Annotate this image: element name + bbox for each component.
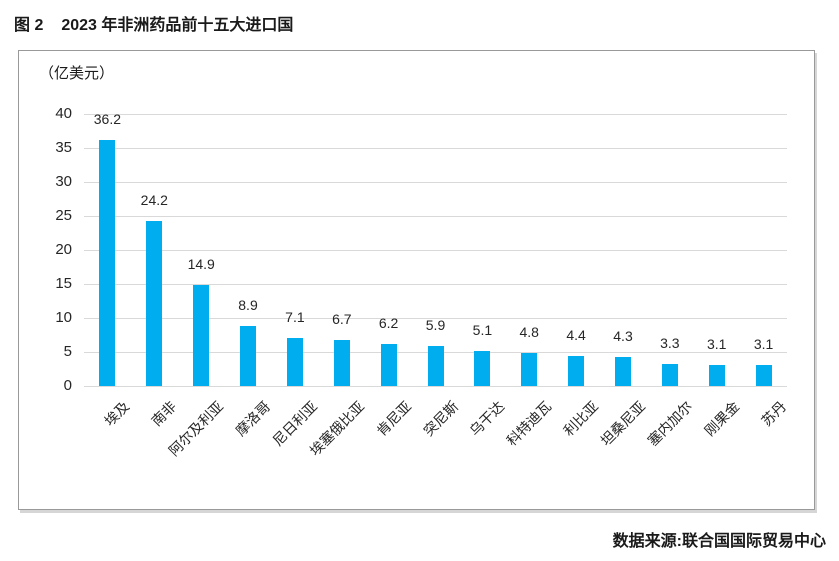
gridline — [84, 250, 787, 251]
bar — [474, 351, 491, 386]
bar-value-label: 8.9 — [238, 296, 258, 313]
figure-label: 图 2 — [14, 17, 44, 34]
bar — [240, 325, 256, 386]
bar — [146, 221, 163, 386]
bar — [427, 345, 444, 386]
bar — [333, 340, 350, 386]
bar — [521, 353, 538, 386]
category-label: 塞内加尔 — [644, 398, 696, 449]
bar — [99, 139, 116, 386]
bar — [286, 337, 303, 386]
gridline — [84, 386, 787, 387]
category-label: 摩洛哥 — [232, 398, 274, 440]
bar — [568, 356, 585, 386]
bar-value-label: 4.8 — [519, 324, 539, 341]
plot-area: 0 5 10 15 20 25 30 35 40 36.2 埃及 24.2 南非 14.9 阿尔及利亚 8.9… — [55, 105, 789, 459]
bar-value-label: 6.7 — [332, 311, 352, 328]
gridline — [84, 148, 787, 149]
y-tick-label: 40 — [55, 105, 72, 122]
chart-frame: （亿美元） 0 5 10 15 20 25 30 35 40 36.2 埃及 24.2 南非 14.9 阿尔… — [18, 50, 815, 510]
bar — [380, 343, 397, 386]
bar — [755, 364, 772, 386]
bar-value-label: 3.3 — [660, 334, 680, 351]
category-label: 乌干达 — [466, 398, 508, 440]
data-source: 数据来源:联合国国际贸易中心 — [612, 533, 826, 550]
category-label: 苏丹 — [757, 398, 789, 430]
bar-value-label: 3.1 — [706, 335, 727, 352]
y-tick-label: 15 — [55, 275, 72, 292]
y-tick-label: 35 — [55, 139, 72, 156]
unit-label: （亿美元） — [39, 65, 115, 82]
bar — [615, 356, 631, 386]
bar-value-label: 3.1 — [753, 335, 774, 352]
chart-title: 2023 年非洲药品前十五大进口国 — [61, 17, 294, 34]
bar — [193, 284, 210, 386]
bar-value-label: 5.9 — [425, 316, 446, 333]
bar-value-label: 7.1 — [285, 308, 305, 325]
bar-value-label: 4.4 — [566, 327, 586, 344]
bar — [661, 363, 678, 386]
category-label: 坦桑尼亚 — [597, 398, 649, 449]
category-label: 科特迪瓦 — [503, 398, 555, 449]
category-label: 刚果金 — [701, 398, 743, 440]
figure-title-row: 图 2 2023 年非洲药品前十五大进口国 — [14, 11, 293, 35]
y-tick-label: 0 — [63, 377, 72, 394]
bar-value-label: 6.2 — [378, 314, 399, 331]
gridline — [84, 318, 787, 319]
category-label: 南非 — [148, 398, 180, 430]
y-tick-label: 5 — [63, 343, 72, 360]
category-label: 埃及 — [101, 398, 133, 430]
y-tick-label: 10 — [55, 309, 72, 326]
bar-value-label: 4.3 — [613, 327, 633, 344]
gridline — [84, 114, 787, 115]
bar — [708, 364, 725, 386]
gridline — [84, 284, 787, 285]
bar-value-label: 14.9 — [187, 255, 215, 272]
y-tick-label: 20 — [55, 241, 72, 258]
y-tick-label: 30 — [55, 173, 72, 190]
bar-value-label: 5.1 — [472, 322, 493, 339]
bar-value-label: 36.2 — [93, 110, 122, 127]
category-label: 突尼斯 — [419, 398, 461, 440]
category-label: 利比亚 — [560, 398, 602, 440]
category-label: 肯尼亚 — [372, 398, 414, 440]
gridline — [84, 182, 787, 183]
y-tick-label: 25 — [55, 207, 72, 224]
bar-value-label: 24.2 — [140, 192, 168, 209]
gridline — [84, 216, 787, 217]
